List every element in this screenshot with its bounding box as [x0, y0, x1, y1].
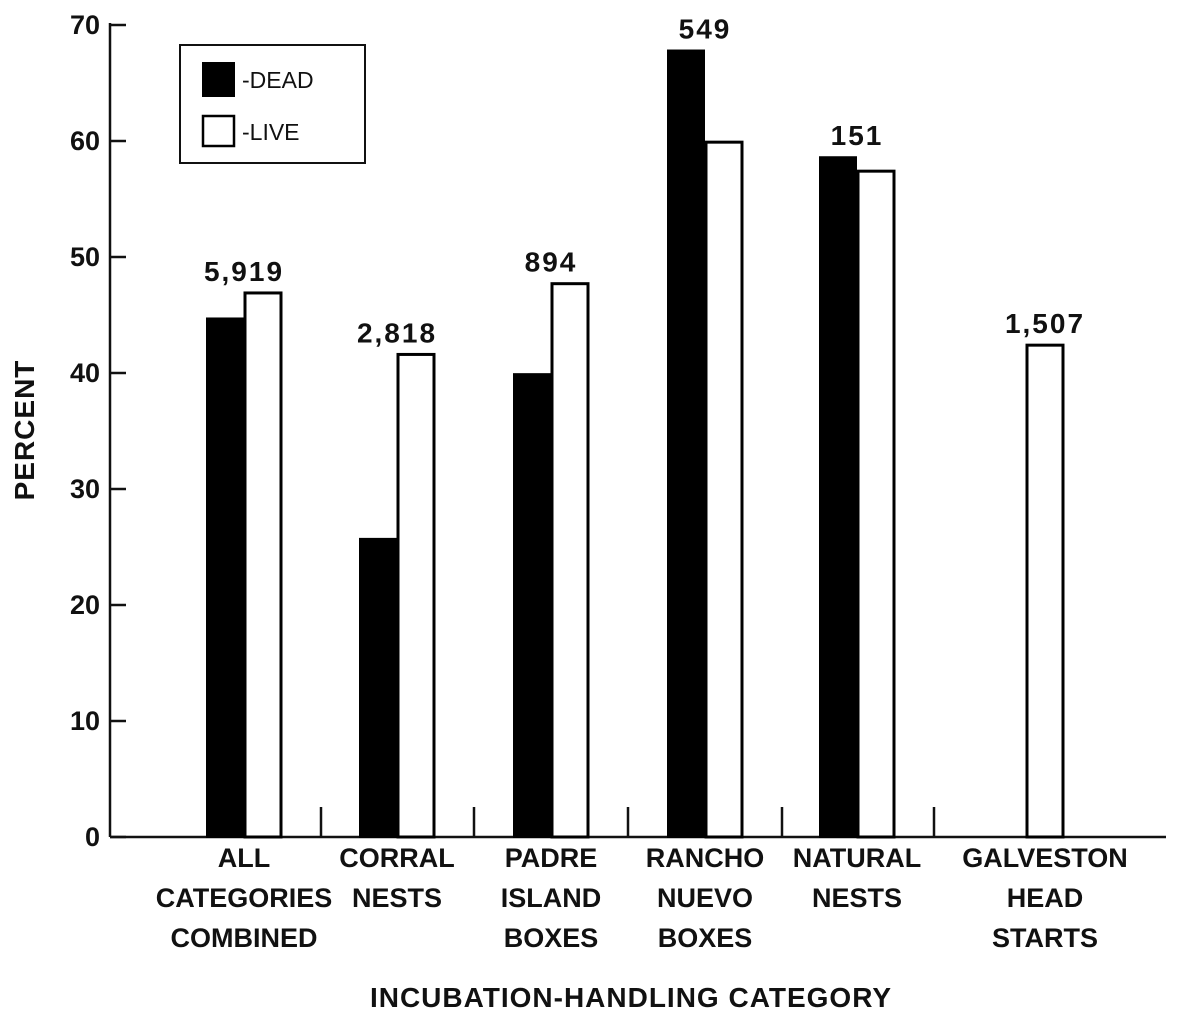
y-tick-label: 60	[70, 126, 100, 156]
legend-label-live: -LIVE	[242, 119, 300, 145]
y-tick-label: 20	[70, 590, 100, 620]
bar-live	[704, 140, 744, 839]
legend-swatch-live	[201, 114, 236, 148]
x-tick-label: COMBINED	[171, 923, 318, 953]
bar-annotation: 5,919	[204, 256, 284, 287]
legend-swatch-dead	[202, 62, 235, 97]
bar-dead	[513, 373, 551, 838]
bar-live	[550, 282, 590, 839]
bar-dead	[667, 49, 705, 838]
bar-annotation: 549	[679, 14, 732, 45]
bar-annotation: 151	[831, 120, 884, 151]
x-tick-label: NUEVO	[657, 883, 753, 913]
labels: 5,919 ALL CATEGORIES COMBINED 2,818 CORRAL NES…	[156, 14, 1128, 953]
bar-dead	[359, 537, 397, 838]
bar-live	[243, 291, 283, 839]
x-tick-label: RANCHO	[646, 843, 765, 873]
bar-dead	[819, 156, 857, 839]
x-tick-label: GALVESTON	[962, 843, 1128, 873]
y-tick-label: 50	[70, 242, 100, 272]
y-tick-label: 30	[70, 474, 100, 504]
x-tick-label: ISLAND	[501, 883, 602, 913]
bar-annotation: 1,507	[1005, 308, 1085, 339]
x-tick-label: CATEGORIES	[156, 883, 333, 913]
x-tick-label: CORRAL	[339, 843, 455, 873]
x-tick-label: ALL	[218, 843, 270, 873]
legend-box	[179, 44, 366, 164]
y-tick-label: 10	[70, 706, 100, 736]
legend: -DEAD -LIVE	[179, 44, 366, 164]
bars	[206, 49, 1065, 839]
x-tick-label: PADRE	[505, 843, 598, 873]
y-tick-label: 0	[85, 822, 100, 852]
legend-label-dead: -DEAD	[242, 67, 314, 93]
x-tick-label: NATURAL	[793, 843, 921, 873]
x-tick-label: NESTS	[812, 883, 902, 913]
x-tick-label: BOXES	[504, 923, 599, 953]
bar-dead	[206, 317, 244, 839]
axes: 0 10 20 30 40 50 60 70	[70, 10, 1166, 852]
bar-annotation: 894	[525, 247, 578, 278]
x-axis-title: INCUBATION-HANDLING CATEGORY	[370, 982, 892, 1009]
bar-live	[1025, 343, 1065, 839]
x-tick-label: STARTS	[992, 923, 1098, 953]
y-tick-label: 40	[70, 358, 100, 388]
y-axis-title: PERCENT	[9, 360, 40, 501]
x-tick-label: BOXES	[658, 923, 753, 953]
x-tick-label: HEAD	[1007, 883, 1084, 913]
y-tick-label: 70	[70, 10, 100, 40]
bar-live	[396, 352, 436, 839]
bar-live	[856, 169, 896, 839]
x-tick-label: NESTS	[352, 883, 442, 913]
bar-annotation: 2,818	[357, 317, 437, 348]
